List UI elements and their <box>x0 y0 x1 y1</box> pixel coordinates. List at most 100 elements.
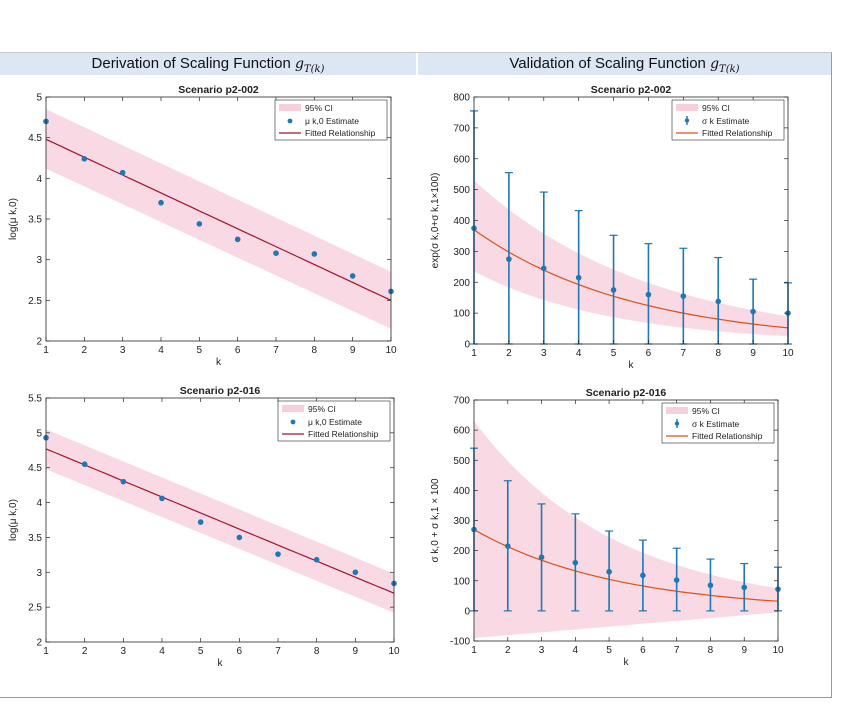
data-point <box>311 251 318 257</box>
y-tick-label: 4 <box>36 498 42 509</box>
data-point <box>715 298 722 305</box>
data-point <box>273 250 279 256</box>
y-tick-label: 4.5 <box>28 133 42 144</box>
x-tick-label: 9 <box>741 645 747 656</box>
legend-ci-label: 95% CI <box>308 404 336 414</box>
header-band-left: Derivation of Scaling Function gT(k) <box>0 53 416 75</box>
legend-estimate-label: σ k Estimate <box>692 419 740 429</box>
x-tick-label: 8 <box>715 348 721 359</box>
data-point <box>234 236 241 243</box>
x-tick-label: 6 <box>237 646 243 657</box>
data-point <box>707 582 714 589</box>
fitted-line <box>45 138 392 301</box>
data-point <box>506 256 512 262</box>
y-tick-label: 200 <box>453 546 470 557</box>
x-tick-label: 4 <box>576 348 582 359</box>
legend-ci-label: 95% CI <box>692 406 720 416</box>
data-point <box>741 584 748 591</box>
y-tick-label: 2 <box>36 638 42 649</box>
header-right-title: Validation of Scaling Function gT(k) <box>418 53 831 81</box>
y-tick-label: 300 <box>453 247 470 258</box>
y-axis-label: log(μ k,0) <box>8 499 19 541</box>
y-tick-label: 800 <box>453 93 470 104</box>
y-tick-label: 100 <box>453 576 470 587</box>
x-axis-label: k <box>629 360 635 371</box>
chart-title: Scenario p2-002 <box>178 84 259 96</box>
header-right-math-g: g <box>710 56 720 72</box>
x-tick-label: 4 <box>158 345 164 356</box>
header-left-math-g: g <box>294 56 304 72</box>
x-tick-label: 5 <box>611 348 617 359</box>
legend-fit-label: Fitted Relationship <box>308 429 379 439</box>
x-tick-label: 1 <box>471 645 477 656</box>
y-tick-label: 5.5 <box>28 394 42 405</box>
data-point <box>196 221 203 227</box>
data-point <box>645 291 652 298</box>
x-tick-label: 9 <box>350 345 356 356</box>
legend-estimate-label: μ k,0 Estimate <box>308 417 362 427</box>
header-band-right: Validation of Scaling Function gT(k) <box>418 53 831 75</box>
data-point <box>349 273 356 279</box>
x-tick-label: 3 <box>120 345 126 356</box>
y-tick-label: 100 <box>453 309 470 320</box>
chart-title: Scenario p2-002 <box>591 84 672 96</box>
y-tick-label: 500 <box>453 456 470 467</box>
y-axis-label: σ k,0 + σ k,1 × 100 <box>430 478 441 562</box>
legend-estimate-label: μ k,0 Estimate <box>305 116 359 126</box>
x-axis-label: k <box>218 658 224 669</box>
legend-marker-icon <box>684 118 690 123</box>
x-tick-label: 2 <box>82 646 88 657</box>
data-point <box>197 519 204 525</box>
y-tick-label: 400 <box>453 216 470 227</box>
legend-ci-swatch <box>282 405 304 412</box>
data-point <box>159 495 165 502</box>
data-point <box>275 551 281 557</box>
x-tick-label: 10 <box>772 645 784 656</box>
legend-marker-icon <box>287 118 293 124</box>
legend-marker-icon <box>674 421 680 426</box>
data-point <box>680 293 687 299</box>
data-point <box>673 577 680 583</box>
legend-ci-label: 95% CI <box>305 103 333 113</box>
x-axis-label: k <box>216 357 222 368</box>
legend-fit-label: Fitted Relationship <box>702 128 773 138</box>
data-point <box>572 559 579 566</box>
y-axis-label: log(μ k,0) <box>8 198 19 240</box>
x-tick-label: 4 <box>573 645 579 656</box>
x-tick-label: 9 <box>353 646 359 657</box>
y-tick-label: 700 <box>453 396 470 407</box>
legend-ci-swatch <box>279 104 301 111</box>
x-tick-label: 2 <box>506 348 512 359</box>
y-tick-label: 3.5 <box>28 533 42 544</box>
data-point <box>81 461 88 468</box>
x-tick-label: 8 <box>314 646 320 657</box>
legend-marker-icon <box>290 419 296 425</box>
x-tick-label: 1 <box>471 348 477 359</box>
data-point <box>610 287 617 293</box>
y-tick-label: 2.5 <box>28 603 42 614</box>
x-tick-label: 3 <box>539 645 545 656</box>
y-tick-label: 4 <box>36 174 42 185</box>
y-tick-label: 3.5 <box>28 215 42 226</box>
fitted-line <box>45 448 395 594</box>
y-tick-label: 500 <box>453 185 470 196</box>
legend-ci-label: 95% CI <box>702 103 730 113</box>
fitted-line <box>473 528 779 602</box>
x-tick-label: 5 <box>198 646 204 657</box>
x-tick-label: 5 <box>606 645 612 656</box>
header-left-math: gT(k) <box>294 56 325 75</box>
header-left-text: Derivation of Scaling Function <box>91 55 295 72</box>
data-point <box>120 478 127 485</box>
ci-band <box>474 180 788 337</box>
data-point <box>538 554 545 561</box>
x-tick-label: 6 <box>646 348 652 359</box>
header-left-math-sub: T(k) <box>303 63 325 75</box>
data-point <box>119 169 126 176</box>
data-point <box>352 569 359 576</box>
data-point <box>81 156 88 162</box>
x-tick-label: 6 <box>235 345 241 356</box>
y-tick-label: 200 <box>453 278 470 289</box>
y-tick-label: 2 <box>36 337 42 348</box>
